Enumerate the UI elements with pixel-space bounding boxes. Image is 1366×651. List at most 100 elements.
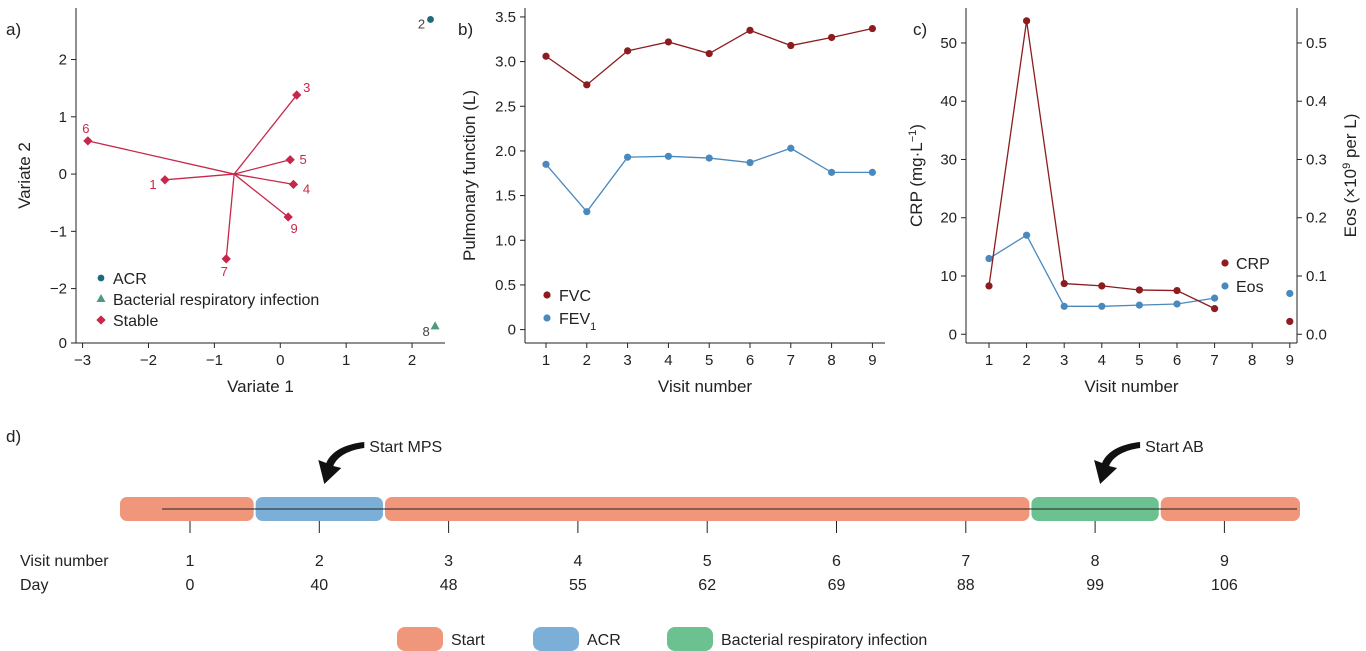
annotation-arrow-icon [318, 442, 365, 484]
x-tick-label: 1 [342, 352, 350, 369]
annotation-label: Start MPS [369, 439, 442, 456]
x-axis-title: Visit number [1084, 377, 1179, 396]
y-left-tick-label: 20 [940, 210, 957, 227]
legend-marker-eos [1221, 282, 1229, 290]
x-tick-label: −2 [140, 352, 157, 369]
x-tick-label: 5 [1135, 352, 1143, 369]
data-point-fev1 [542, 160, 550, 168]
point-label-5: 5 [300, 152, 307, 167]
data-point-eos [985, 254, 993, 263]
legend-label-fvc: FVC [559, 288, 591, 305]
panel-b-line-chart: 1 2 3 4 5 6 7 8 9 0 0.5 1.0 1.5 2.0 2.5 3.0 3.5 Visit num… [460, 8, 885, 396]
y-right-tick-label: 0.2 [1306, 210, 1327, 227]
annotation-arrow-icon [1094, 442, 1141, 484]
legend-marker-fev1 [543, 314, 551, 322]
data-point-fev1 [705, 154, 713, 162]
label-part: ) [907, 124, 926, 130]
x-tick-label: 5 [705, 352, 713, 369]
y-origin-label: 0 [59, 335, 67, 352]
y-tick-label: 1.0 [495, 232, 516, 249]
x-tick-label: 2 [583, 352, 591, 369]
visit-number-value: 8 [1091, 553, 1100, 570]
x-tick-label: −3 [74, 352, 91, 369]
point-label-7: 7 [221, 264, 228, 279]
y-tick-label: 0 [59, 166, 67, 183]
legend-swatch-acr [533, 627, 579, 651]
x-axis-title: Visit number [658, 377, 753, 396]
y-tick-label: 1 [59, 109, 67, 126]
visit-number-value: 9 [1220, 553, 1229, 570]
x-tick-label: 9 [868, 352, 876, 369]
visit-number-value: 1 [186, 553, 195, 570]
x-tick-label: 7 [787, 352, 795, 369]
centroid-spoke [233, 94, 298, 175]
label-part: FEV [559, 311, 590, 328]
x-tick-label: 2 [1022, 352, 1030, 369]
data-point-eos [1098, 302, 1106, 310]
data-point-fvc [583, 81, 591, 89]
y-left-tick-label: 10 [940, 268, 957, 285]
point-stable-6 [83, 136, 93, 146]
data-point-eos [1060, 302, 1068, 310]
x-tick-label: 6 [746, 352, 754, 369]
legend-swatch-bacterial-respiratory-infection [667, 627, 713, 651]
data-point-fvc [542, 52, 550, 60]
visit-number-value: 2 [315, 553, 324, 570]
y-left-tick-label: 30 [940, 151, 957, 168]
x-tick-label: 3 [623, 352, 631, 369]
x-tick-label: 6 [1173, 352, 1181, 369]
data-point-crp [1211, 305, 1219, 313]
y-tick-label: −2 [50, 281, 67, 298]
legend-marker-crp [1221, 259, 1229, 267]
data-point-eos [1211, 294, 1219, 302]
day-value: 0 [186, 577, 195, 594]
legend-label: ACR [587, 632, 621, 649]
data-point-crp [1060, 279, 1068, 288]
centroid-spoke [164, 173, 235, 181]
day-value: 48 [440, 577, 458, 594]
data-point-crp [1173, 286, 1181, 295]
y-tick-label: 0.5 [495, 277, 516, 294]
y-axis-title: Variate 2 [15, 142, 34, 209]
point-stable-1 [160, 175, 170, 185]
legend-label: Stable [113, 313, 158, 330]
visit-number-value: 7 [961, 553, 970, 570]
annotation-label: Start AB [1145, 439, 1204, 456]
data-point-eos [1173, 300, 1181, 308]
data-point-fev1 [664, 152, 673, 160]
visit-number-value: 3 [444, 553, 453, 570]
data-point-eos [1023, 231, 1031, 239]
x-tick-label: 8 [827, 352, 835, 369]
data-point-fvc [868, 24, 877, 33]
point-label-1: 1 [149, 177, 156, 192]
data-point-eos [1135, 301, 1143, 309]
x-tick-label: −1 [206, 352, 223, 369]
legend-marker-bacterial [96, 294, 106, 302]
x-tick-label: 9 [1286, 352, 1294, 369]
point-label-4: 4 [303, 181, 310, 196]
data-point-crp [1135, 286, 1143, 294]
data-point-fev1 [746, 158, 754, 167]
centroid-spoke [87, 140, 235, 175]
label-part: 1 [590, 321, 596, 333]
centroid-spoke [234, 173, 294, 186]
legend-marker-acr [97, 274, 105, 282]
data-point-crp [1023, 17, 1031, 25]
panel-label-b: b) [458, 20, 473, 39]
point-stable-9 [283, 212, 293, 222]
x-axis-title: Variate 1 [227, 377, 294, 396]
x-tick-label: 7 [1210, 352, 1218, 369]
y-right-tick-label: 0.5 [1306, 35, 1327, 52]
y-tick-label: 2.5 [495, 98, 516, 115]
x-tick-label: 8 [1248, 352, 1256, 369]
legend-label: Bacterial respiratory infection [721, 632, 927, 649]
y-right-tick-label: 0.1 [1306, 268, 1327, 285]
x-tick-label: 0 [276, 352, 284, 369]
day-value: 88 [957, 577, 975, 594]
x-tick-label: 4 [664, 352, 672, 369]
x-tick-label: 1 [985, 352, 993, 369]
data-point-eos [1286, 289, 1294, 298]
label-part: −1 [907, 130, 919, 143]
legend-label: ACR [113, 271, 147, 288]
